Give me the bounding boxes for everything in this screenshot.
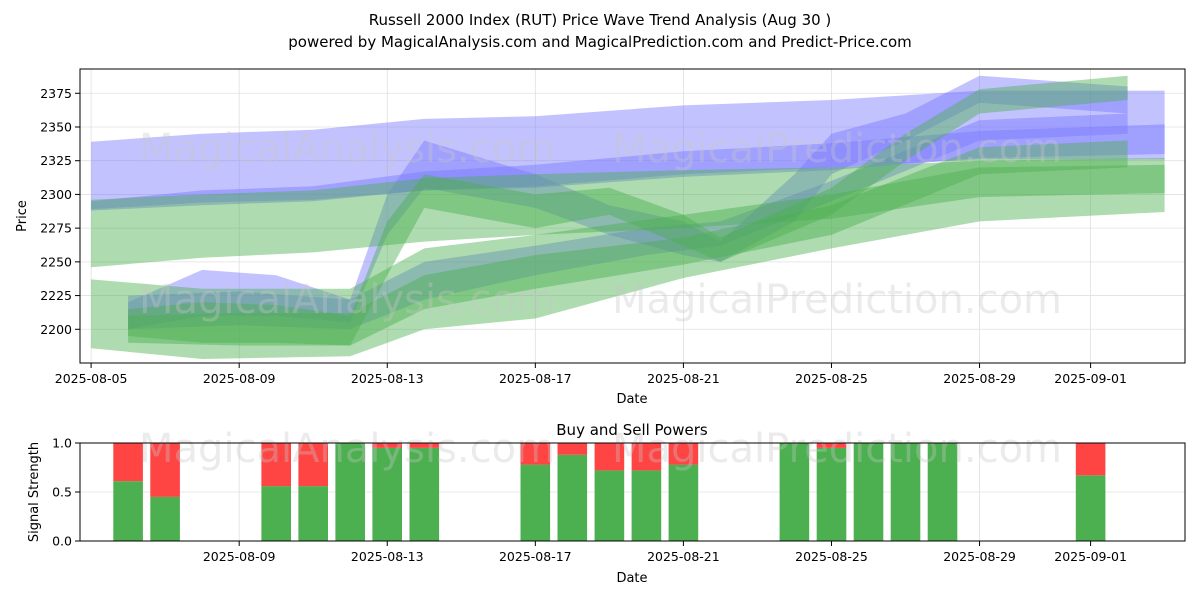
price-band-green-7 <box>128 140 1128 346</box>
signal-y-tick-label: 1.0 <box>52 436 72 451</box>
buy-bar <box>853 443 884 541</box>
price-y-ticks: 2200 2225 2250 2275 2300 2325 2350 2375 <box>40 86 80 337</box>
signal-y-ticks: 0.0 0.5 1.0 <box>52 436 80 549</box>
watermark-mid-right: MagicalPrediction.com <box>612 277 1062 323</box>
price-y-tick-label: 2300 <box>40 187 72 202</box>
price-band-blue-0 <box>91 90 1165 210</box>
price-plot-area <box>80 69 1185 363</box>
price-band-green-5 <box>91 164 1165 359</box>
buy-bar <box>298 486 328 541</box>
price-bands <box>91 75 1165 359</box>
price-plot-frame <box>79 68 1186 364</box>
signal-x-ticks: 2025-08-09 2025-08-13 2025-08-17 2025-08-21… <box>203 541 1127 564</box>
sell-bar <box>113 443 143 482</box>
signal-x-tick-label: 2025-08-13 <box>351 549 424 564</box>
signal-y-tick-label: 0.5 <box>52 485 72 500</box>
chart-subtitle: powered by MagicalAnalysis.com and Magic… <box>288 33 912 51</box>
buy-bar <box>1075 475 1106 541</box>
price-x-axis-label: Date <box>616 392 647 407</box>
signal-x-axis-label: Date <box>616 571 647 586</box>
sell-bar <box>1075 443 1106 476</box>
sell-bar <box>372 443 402 448</box>
buy-bar <box>816 447 847 541</box>
price-x-tick-label: 2025-08-05 <box>55 371 128 386</box>
price-band-blue-1 <box>91 124 1165 211</box>
price-y-tick-label: 2225 <box>40 288 72 303</box>
price-band-blue-2 <box>128 75 1128 330</box>
signal-y-tick-label: 0.0 <box>52 534 72 549</box>
price-band-green-6 <box>128 75 1128 346</box>
buy-bar <box>150 496 180 541</box>
buy-bar <box>557 454 588 541</box>
price-x-tick-label: 2025-09-01 <box>1054 371 1127 386</box>
price-y-tick-label: 2275 <box>40 221 72 236</box>
watermark-bottom-left: MagicalAnalysis.com <box>139 426 555 472</box>
price-x-tick-label: 2025-08-09 <box>203 371 276 386</box>
buy-bar <box>594 470 625 541</box>
signal-bars <box>113 443 1106 541</box>
price-x-tick-label: 2025-08-29 <box>943 371 1016 386</box>
signal-x-tick-label: 2025-08-17 <box>499 549 572 564</box>
price-panel: MagicalAnalysis.com MagicalPrediction.co… <box>15 68 1186 407</box>
watermark-bottom-right: MagicalPrediction.com <box>612 426 1062 472</box>
signal-x-tick-label: 2025-09-01 <box>1054 549 1127 564</box>
price-y-tick-label: 2375 <box>40 86 72 101</box>
sell-bar <box>298 443 328 487</box>
sell-bar <box>631 443 662 471</box>
signal-x-tick-label: 2025-08-25 <box>795 549 868 564</box>
price-band-blue-3 <box>128 113 1128 330</box>
price-y-tick-label: 2200 <box>40 322 72 337</box>
signal-x-tick-label: 2025-08-29 <box>943 549 1016 564</box>
price-y-tick-label: 2325 <box>40 153 72 168</box>
price-x-tick-label: 2025-08-25 <box>795 371 868 386</box>
buy-bar <box>631 470 662 541</box>
price-grid <box>80 69 1185 363</box>
sell-bar <box>816 443 847 448</box>
sell-bar <box>261 443 291 487</box>
sell-bar <box>520 443 551 465</box>
price-band-green-4 <box>91 158 1165 268</box>
buy-bar <box>779 443 810 541</box>
buy-bar <box>520 464 551 541</box>
price-x-ticks: 2025-08-05 2025-08-09 2025-08-13 2025-08-17… <box>55 363 1127 386</box>
signal-x-tick-label: 2025-08-09 <box>203 549 276 564</box>
sell-bar <box>557 443 588 455</box>
buy-bar <box>261 486 291 541</box>
watermark-mid-left: MagicalAnalysis.com <box>139 277 555 323</box>
price-y-tick-label: 2250 <box>40 254 72 269</box>
price-x-tick-label: 2025-08-13 <box>351 371 424 386</box>
buy-bar <box>335 443 365 541</box>
watermark-top-right: MagicalPrediction.com <box>612 126 1062 172</box>
buy-bar <box>113 481 143 541</box>
buy-bar <box>668 464 699 541</box>
signal-x-tick-label: 2025-08-21 <box>647 549 720 564</box>
price-x-tick-label: 2025-08-21 <box>647 371 720 386</box>
price-y-tick-label: 2350 <box>40 119 72 134</box>
sell-bar <box>150 443 180 497</box>
buy-bar <box>409 447 440 541</box>
sell-bar <box>594 443 625 471</box>
signal-title: Buy and Sell Powers <box>556 421 708 439</box>
signal-y-axis-label: Signal Strength <box>27 442 42 542</box>
sell-bar <box>668 443 699 465</box>
price-x-tick-label: 2025-08-17 <box>499 371 572 386</box>
watermark-top-left: MagicalAnalysis.com <box>139 126 555 172</box>
chart-title: Russell 2000 Index (RUT) Price Wave Tren… <box>369 11 832 29</box>
buy-bar <box>890 443 921 541</box>
sell-bar <box>409 443 440 448</box>
buy-bar <box>372 447 402 541</box>
signal-panel: Buy and Sell Powers MagicalAnalysis.com … <box>27 421 1186 586</box>
buy-bar <box>927 443 958 541</box>
price-y-axis-label: Price <box>15 200 30 232</box>
